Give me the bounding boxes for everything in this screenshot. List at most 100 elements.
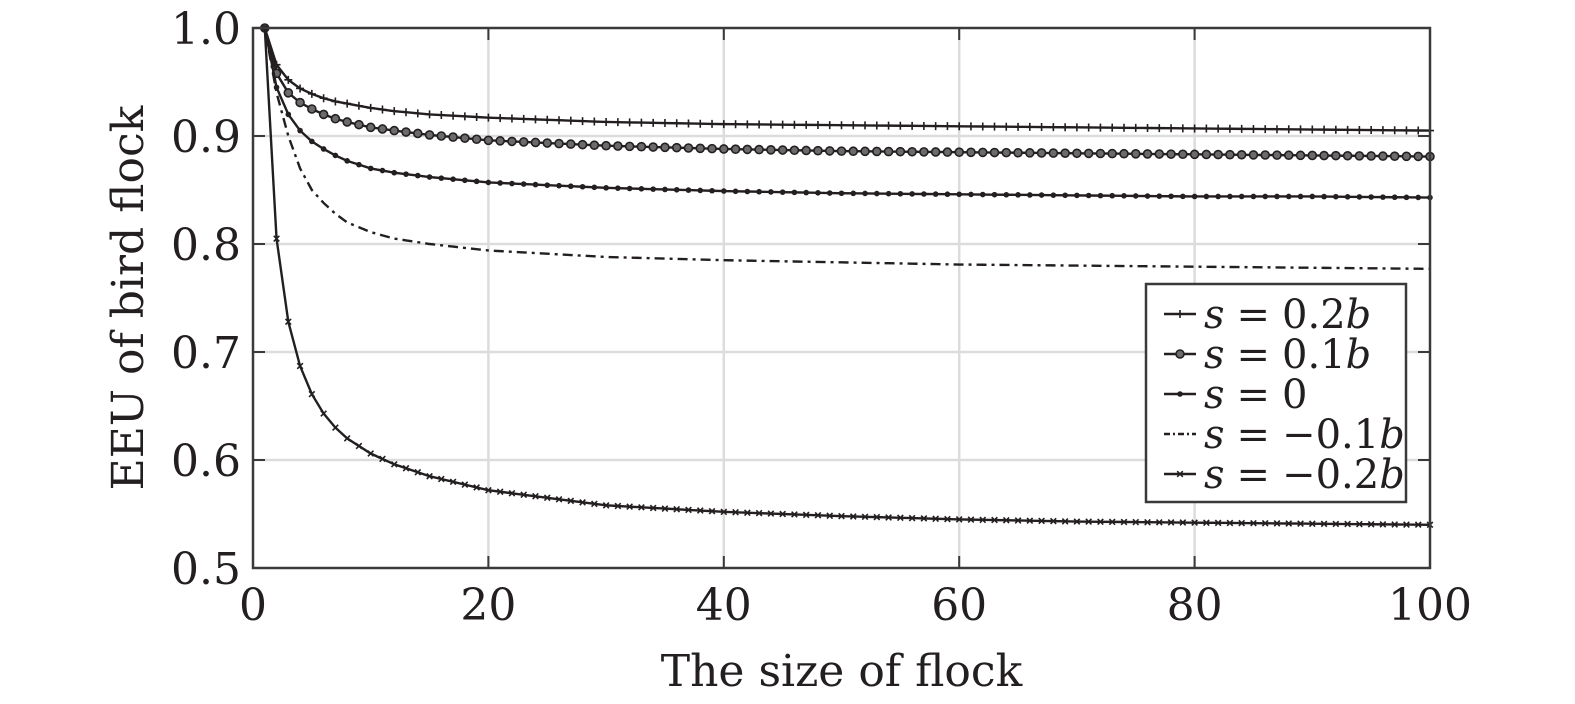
data-point xyxy=(896,514,904,522)
data-point xyxy=(991,516,998,524)
y-tick-label: 0.5 xyxy=(171,544,241,595)
data-point xyxy=(850,190,857,197)
legend-label-sym: s xyxy=(1204,292,1225,338)
legend-item: s = −0.2b xyxy=(1164,452,1405,498)
legend-label-var: b xyxy=(1346,332,1372,378)
data-point xyxy=(732,188,739,195)
x-axis-label: The size of flock xyxy=(661,646,1023,697)
data-point xyxy=(649,504,657,512)
data-point xyxy=(1097,192,1104,199)
data-point xyxy=(838,190,845,197)
data-point xyxy=(638,186,645,192)
legend-label: s = 0 xyxy=(1204,372,1308,418)
data-point xyxy=(1285,520,1293,527)
data-point xyxy=(695,143,706,154)
data-point xyxy=(366,103,375,112)
data-point xyxy=(379,455,386,463)
data-point xyxy=(884,121,893,130)
data-point xyxy=(1050,192,1057,198)
data-point xyxy=(308,390,316,398)
data-point xyxy=(590,500,598,508)
data-point xyxy=(436,131,447,141)
data-point xyxy=(1344,520,1351,528)
data-point xyxy=(861,121,870,130)
legend-label-var: b xyxy=(1346,292,1372,338)
data-point xyxy=(743,509,751,517)
data-point xyxy=(391,169,398,176)
data-point xyxy=(365,122,376,133)
series-5 xyxy=(261,24,1434,529)
data-point xyxy=(1248,150,1259,160)
data-point xyxy=(895,146,906,157)
data-point xyxy=(991,191,998,198)
data-point xyxy=(720,508,728,516)
data-point xyxy=(649,118,658,127)
legend-item: s = 0.2b xyxy=(1164,292,1371,338)
data-point xyxy=(1213,149,1223,160)
data-point xyxy=(932,191,939,197)
data-point xyxy=(1155,124,1164,133)
data-point xyxy=(755,120,764,129)
data-point xyxy=(719,120,728,129)
data-point xyxy=(1120,518,1128,526)
data-point xyxy=(1038,517,1045,525)
series-1 xyxy=(260,24,1434,135)
legend-label-val: 0.2 xyxy=(1282,292,1346,338)
data-point xyxy=(754,144,764,155)
x-tick-label: 60 xyxy=(931,580,987,631)
data-point xyxy=(614,502,622,510)
data-point xyxy=(1073,518,1081,525)
data-point xyxy=(1142,149,1153,159)
data-point xyxy=(1014,122,1023,131)
data-point xyxy=(1201,149,1212,160)
data-point xyxy=(590,117,599,126)
data-point xyxy=(1191,519,1198,527)
data-point xyxy=(1013,147,1023,158)
data-point xyxy=(1144,193,1151,199)
data-point xyxy=(520,491,528,499)
data-point xyxy=(471,134,482,145)
data-point xyxy=(873,513,881,521)
data-point xyxy=(1283,150,1294,161)
data-point xyxy=(1308,125,1317,134)
legend-item: s = 0 xyxy=(1164,372,1308,418)
data-point xyxy=(1320,520,1328,528)
data-point xyxy=(1367,126,1376,135)
data-point xyxy=(1319,150,1329,161)
data-point xyxy=(742,144,753,155)
data-point xyxy=(848,146,859,157)
legend: s = 0.2bs = 0.1bs = 0s = −0.1bs = −0.2b xyxy=(1144,282,1408,504)
data-point xyxy=(1250,193,1257,200)
data-point xyxy=(1260,150,1271,160)
series-line xyxy=(263,27,1431,199)
data-point xyxy=(307,89,316,98)
data-point xyxy=(1261,125,1270,134)
data-point xyxy=(883,146,894,157)
data-point xyxy=(413,109,422,118)
data-point xyxy=(1308,520,1316,528)
data-point xyxy=(460,112,469,121)
data-point xyxy=(909,191,915,197)
data-point xyxy=(1415,194,1422,201)
data-point xyxy=(425,110,434,119)
data-point xyxy=(1356,194,1363,200)
data-point xyxy=(497,180,503,186)
data-point xyxy=(1344,194,1351,200)
data-point xyxy=(1331,150,1341,161)
data-point xyxy=(424,130,435,140)
data-point xyxy=(402,464,410,472)
data-point xyxy=(696,119,705,128)
data-point xyxy=(908,121,917,130)
data-point xyxy=(813,120,822,129)
data-point xyxy=(1342,150,1353,161)
data-point xyxy=(1002,516,1010,524)
data-point xyxy=(390,107,399,116)
data-point xyxy=(1401,151,1412,162)
data-point xyxy=(660,119,669,128)
data-point xyxy=(615,185,621,191)
data-point xyxy=(755,509,763,517)
data-point xyxy=(648,142,658,152)
data-point xyxy=(496,488,504,496)
data-point xyxy=(696,507,704,514)
data-point xyxy=(1049,517,1057,525)
